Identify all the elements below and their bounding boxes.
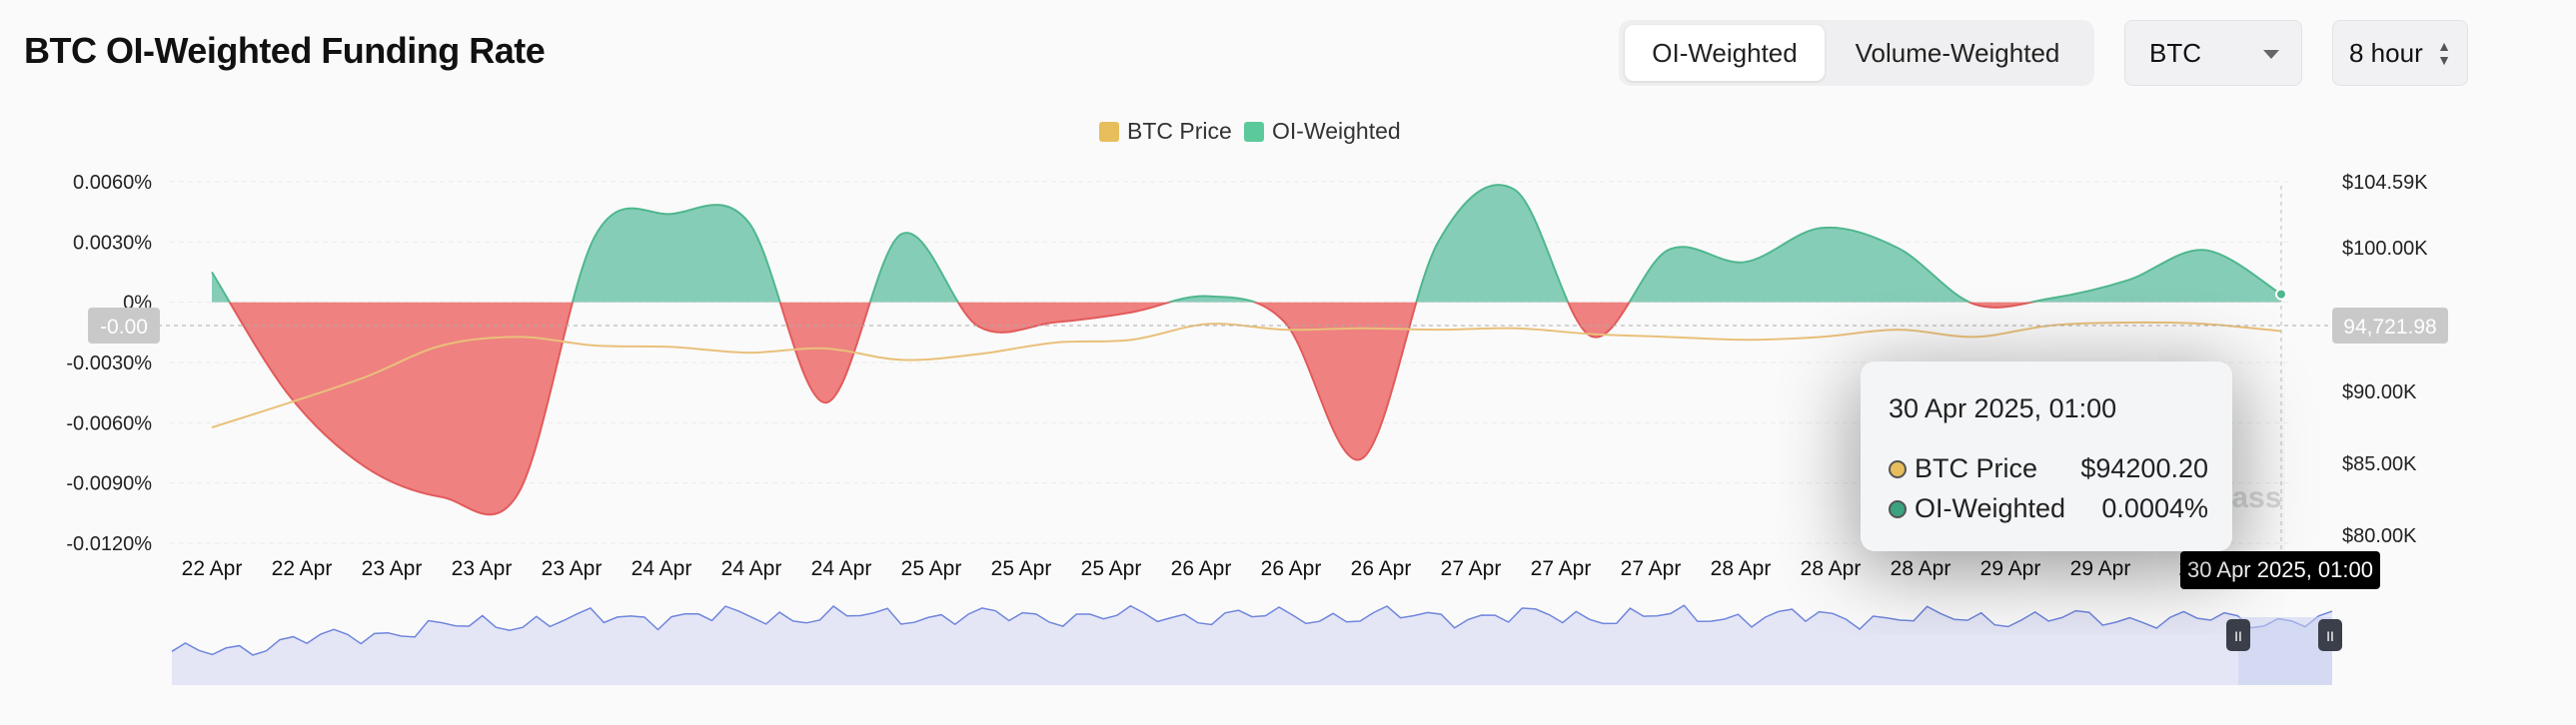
y-right-tick-label: $85.00K [2342,453,2417,475]
y-left-tick-label: -0.0060% [66,412,152,434]
crosshair-left-label-bg [88,308,160,344]
btc-price-line [211,321,2282,428]
legend-swatch-btc-price [1099,121,1119,142]
crosshair-left-label: -0.00 [100,316,148,339]
crosshair-x-label: 30 Apr 2025, 01:00 [2187,557,2373,582]
y-right-tick-label: $80.00K [2342,525,2417,547]
y-left-tick-label: 0.0060% [73,172,152,194]
x-tick-label: 26 Apr [1171,557,1232,580]
x-tick-label: 29 Apr [2070,557,2131,580]
tooltip-date: 30 Apr 2025, 01:00 [1889,393,2117,423]
pause-icon: II [2234,628,2242,644]
x-tick-label: 26 Apr [1261,557,1322,580]
legend-swatch-oi-weighted [1244,121,1264,142]
x-tick-label: 27 Apr [1621,557,1682,580]
x-tick-label: 26 Apr [1351,557,1412,580]
x-tick-label: 23 Apr [452,557,513,580]
x-tick-label: 23 Apr [362,557,423,580]
navigator-selection[interactable] [2238,617,2332,685]
tooltip-dot-btc-price [1889,459,1907,478]
x-tick-label: 24 Apr [721,557,782,580]
tooltip-label-btc-price: BTC Price [1915,453,2038,483]
negative-funding-area [212,302,2281,515]
oi-weighted-point [2275,288,2287,301]
y-left-tick-label: -0.0030% [66,353,152,374]
legend-oi-weighted[interactable]: OI-Weighted [1244,118,1401,145]
tooltip-row-btc-price: BTC Price $94200.20 [1889,453,2208,484]
y-right-tick-label: $90.00K [2342,381,2417,403]
x-tick-label: 22 Apr [272,557,333,580]
positive-funding-area [212,185,2281,303]
y-right-tick-label: $100.00K [2342,238,2428,260]
x-tick-label: 24 Apr [811,557,872,580]
weighting-toggle: OI-Weighted Volume-Weighted [1619,20,2094,86]
tooltip-value-oi-weighted: 0.0004% [2101,493,2208,523]
tooltip-dot-oi-weighted [1889,499,1907,518]
navigator-area [172,605,2332,685]
x-tick-label: 28 Apr [1801,557,1862,580]
tooltip-value-btc-price: $94200.20 [2080,453,2208,483]
interval-select[interactable]: 8 hour ▲ ▼ [2332,20,2468,86]
x-tick-label: 25 Apr [901,557,962,580]
navigator-line [171,604,2333,656]
x-tick-label: 28 Apr [1711,557,1772,580]
up-down-arrows-icon: ▲ ▼ [2437,38,2451,68]
x-tick-label: 29 Apr [1980,557,2041,580]
legend-label-btc-price: BTC Price [1127,118,1232,144]
crosshair-right-label-bg [2332,308,2448,344]
x-tick-label: 25 Apr [991,557,1052,580]
navigator[interactable]: II II [171,604,2342,685]
y-left-tick-label: 0.0030% [73,232,152,254]
x-tick-label: 27 Apr [1441,557,1502,580]
coin-select[interactable]: BTC [2124,20,2302,86]
chart-tooltip: 30 Apr 2025, 01:00 BTC Price $94200.20 O… [1861,362,2232,551]
page-title: BTC OI-Weighted Funding Rate [24,30,546,71]
interval-select-value: 8 hour [2349,38,2423,68]
x-tick-label: 23 Apr [542,557,603,580]
x-tick-label: 24 Apr [632,557,692,580]
positive-funding-line [211,184,2282,303]
x-tick-label: 22 Apr [182,557,243,580]
negative-funding-line [228,302,2036,516]
x-tick-label: 28 Apr [1891,557,1951,580]
tooltip-row-oi-weighted: OI-Weighted 0.0004% [1889,493,2208,524]
pause-icon: II [2326,628,2334,644]
chevron-down-icon [2263,50,2279,59]
coin-select-value: BTC [2149,38,2201,68]
x-tick-label: 27 Apr [1531,557,1592,580]
y-left-tick-label: -0.0090% [66,473,152,495]
crosshair-right-label: 94,721.98 [2343,316,2436,339]
legend-label-oi-weighted: OI-Weighted [1272,118,1401,144]
navigator-handle-right[interactable] [2318,619,2342,651]
legend-btc-price[interactable]: BTC Price [1099,118,1232,145]
x-tick-label: 25 Apr [1081,557,1142,580]
crosshair-x-label-bg [2180,551,2380,589]
y-left-tick-label: -0.0120% [66,533,152,555]
tooltip-label-oi-weighted: OI-Weighted [1915,493,2066,523]
oi-weighted-tab[interactable]: OI-Weighted [1625,25,1825,81]
volume-weighted-tab[interactable]: Volume-Weighted [1855,38,2060,68]
y-right-tick-label: $104.59K [2342,172,2428,194]
navigator-handle-left[interactable] [2226,619,2250,651]
